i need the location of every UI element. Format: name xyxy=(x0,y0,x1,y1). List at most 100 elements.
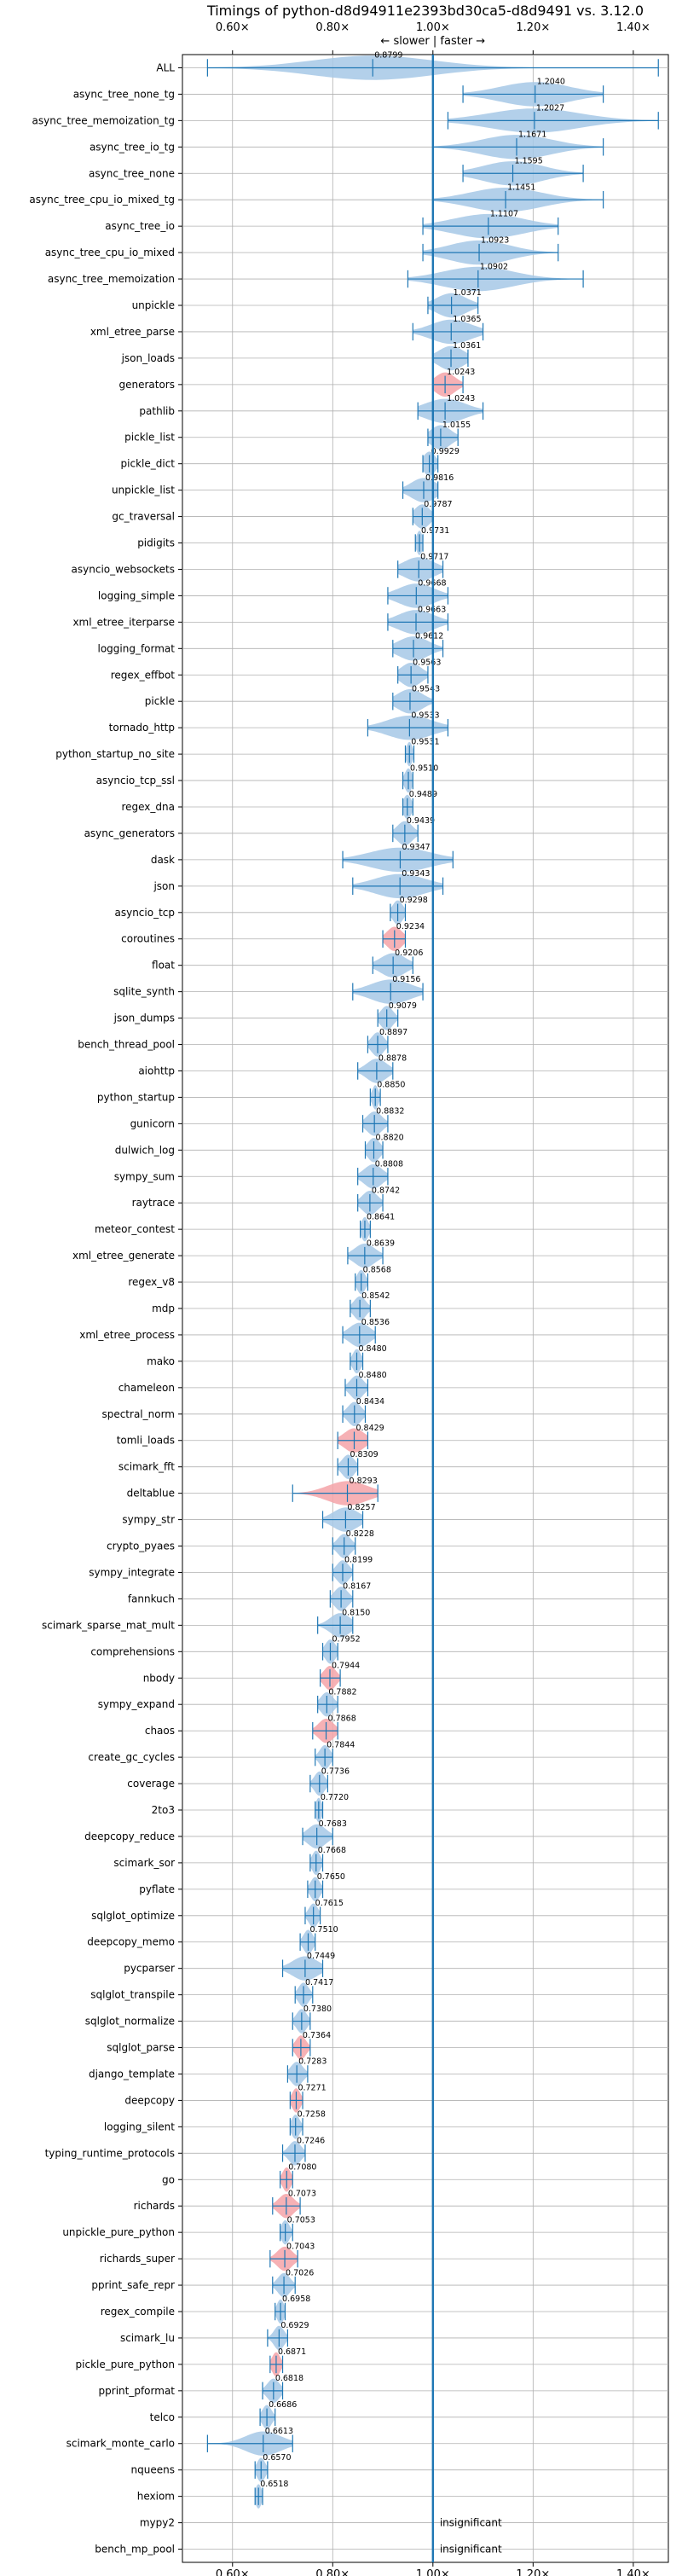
benchmark-label: nqueens xyxy=(131,2464,175,2476)
benchmark-label: mypy2 xyxy=(140,2517,175,2529)
value-label: 0.8542 xyxy=(361,1291,390,1301)
benchmark-label: sympy_str xyxy=(122,1514,175,1526)
value-label: 0.7364 xyxy=(303,2031,331,2040)
value-label: 0.9731 xyxy=(421,526,449,536)
benchmark-label: raytrace xyxy=(132,1197,175,1209)
value-label: 0.7615 xyxy=(315,1899,344,1908)
value-label: 0.9298 xyxy=(400,896,428,905)
value-label: 0.8434 xyxy=(356,1397,384,1407)
value-label: 0.9563 xyxy=(413,659,441,668)
benchmark-label: unpickle xyxy=(132,299,175,311)
benchmark-label: spectral_norm xyxy=(101,1408,175,1420)
benchmark-label: logging_silent xyxy=(104,2121,175,2132)
value-label: 0.8808 xyxy=(375,1160,403,1169)
benchmark-label: ALL xyxy=(156,61,175,73)
benchmark-label: coverage xyxy=(127,1778,175,1790)
benchmark-label: hexiom xyxy=(137,2491,175,2503)
benchmark-label: python_startup xyxy=(97,1091,175,1103)
benchmark-label: scimark_lu xyxy=(120,2332,175,2344)
value-label: 0.8199 xyxy=(344,1556,373,1565)
benchmark-label: float xyxy=(152,960,175,972)
benchmark-label: async_tree_io xyxy=(105,220,175,232)
benchmark-label: python_startup_no_site xyxy=(55,748,175,760)
x-tick-label-top: 1.20× xyxy=(516,21,550,34)
benchmark-label: asyncio_tcp_ssl xyxy=(96,775,175,786)
value-label: 0.9717 xyxy=(420,553,448,562)
value-label: 0.7449 xyxy=(307,1952,335,1961)
value-label: 0.9489 xyxy=(409,790,437,799)
value-label: 0.9612 xyxy=(415,632,443,641)
benchmark-label: json_loads xyxy=(121,352,175,364)
value-label: 0.9929 xyxy=(431,447,459,456)
benchmark-label: dulwich_log xyxy=(115,1144,175,1156)
benchmark-label: asyncio_tcp xyxy=(114,907,175,919)
value-label: 0.8309 xyxy=(350,1450,378,1459)
insignificant-label: insignificant xyxy=(440,2544,502,2556)
value-label: 0.6518 xyxy=(260,2480,288,2489)
value-label: 1.0902 xyxy=(480,262,508,271)
value-label: 1.1451 xyxy=(507,183,535,192)
value-label: 0.7053 xyxy=(287,2215,315,2225)
value-label: 0.7944 xyxy=(332,1662,360,1671)
chart-title: Timings of python-d8d94911e2393bd30ca5-d… xyxy=(206,3,644,19)
value-label: 0.8568 xyxy=(363,1265,391,1274)
value-label: 0.8850 xyxy=(377,1081,405,1090)
benchmark-label: pickle_list xyxy=(124,432,175,444)
value-label: 0.8480 xyxy=(358,1371,386,1380)
value-label: 0.6958 xyxy=(282,2295,310,2304)
benchmark-label: logging_format xyxy=(97,642,175,654)
benchmark-label: pickle_dict xyxy=(121,458,176,470)
value-label: 0.7844 xyxy=(327,1740,355,1749)
value-label: 0.6818 xyxy=(275,2374,303,2383)
benchmark-label: deepcopy xyxy=(124,2094,175,2106)
benchmark-label: async_tree_none_tg xyxy=(73,88,175,100)
benchmark-label: async_tree_none xyxy=(89,167,175,179)
value-label: 0.8641 xyxy=(367,1212,395,1221)
benchmark-label: chaos xyxy=(145,1725,175,1737)
value-label: 0.8799 xyxy=(374,51,402,61)
value-label: 0.7510 xyxy=(309,1925,338,1935)
x-tick-label-bottom: 1.00× xyxy=(416,2568,450,2576)
value-label: 1.0923 xyxy=(481,235,509,245)
value-label: 1.1107 xyxy=(490,209,518,218)
benchmark-label: richards xyxy=(134,2200,175,2212)
benchmark-label: pidigits xyxy=(137,537,175,549)
value-label: 0.8742 xyxy=(372,1186,400,1195)
value-label: 0.7258 xyxy=(298,2110,326,2120)
value-label: 0.8639 xyxy=(367,1239,395,1248)
benchmark-label: regex_v8 xyxy=(128,1276,175,1288)
value-label: 0.6686 xyxy=(269,2400,297,2410)
value-label: 1.2040 xyxy=(537,78,565,87)
value-label: 1.0243 xyxy=(447,368,475,377)
benchmark-label: deltablue xyxy=(127,1488,175,1500)
value-label: 0.7882 xyxy=(328,1687,356,1697)
benchmark-label: deepcopy_reduce xyxy=(84,1830,175,1842)
insignificant-label: insignificant xyxy=(440,2517,502,2529)
value-label: 0.7683 xyxy=(319,1819,347,1829)
benchmark-label: coroutines xyxy=(121,933,175,945)
value-label: 0.8820 xyxy=(375,1134,403,1143)
benchmark-label: typing_runtime_protocols xyxy=(45,2147,175,2159)
value-label: 0.6929 xyxy=(280,2321,309,2330)
value-label: 0.8878 xyxy=(379,1054,407,1064)
x-tick-label-top: 1.00× xyxy=(416,21,450,34)
value-label: 0.9439 xyxy=(407,816,435,826)
benchmark-label: deepcopy_memo xyxy=(87,1936,175,1948)
x-tick-label-top: 0.80× xyxy=(315,21,350,34)
benchmark-label: mako xyxy=(147,1355,175,1367)
benchmark-label: aiohttp xyxy=(138,1065,175,1076)
benchmark-label: meteor_contest xyxy=(95,1223,175,1235)
benchmark-label: pickle xyxy=(145,695,175,707)
benchmark-label: gunicorn xyxy=(130,1117,175,1129)
benchmark-label: dask xyxy=(151,854,175,866)
benchmark-label: sqlite_synth xyxy=(113,986,175,998)
benchmark-label: regex_effbot xyxy=(111,669,176,681)
benchmark-label: crypto_pyaes xyxy=(107,1540,175,1552)
value-label: 0.6570 xyxy=(263,2453,291,2463)
value-label: 1.0243 xyxy=(447,394,475,403)
benchmark-label: mdp xyxy=(152,1303,175,1314)
benchmark-label: bench_mp_pool xyxy=(95,2544,175,2556)
value-label: 0.9531 xyxy=(411,737,439,746)
value-label: 0.7026 xyxy=(286,2268,314,2277)
